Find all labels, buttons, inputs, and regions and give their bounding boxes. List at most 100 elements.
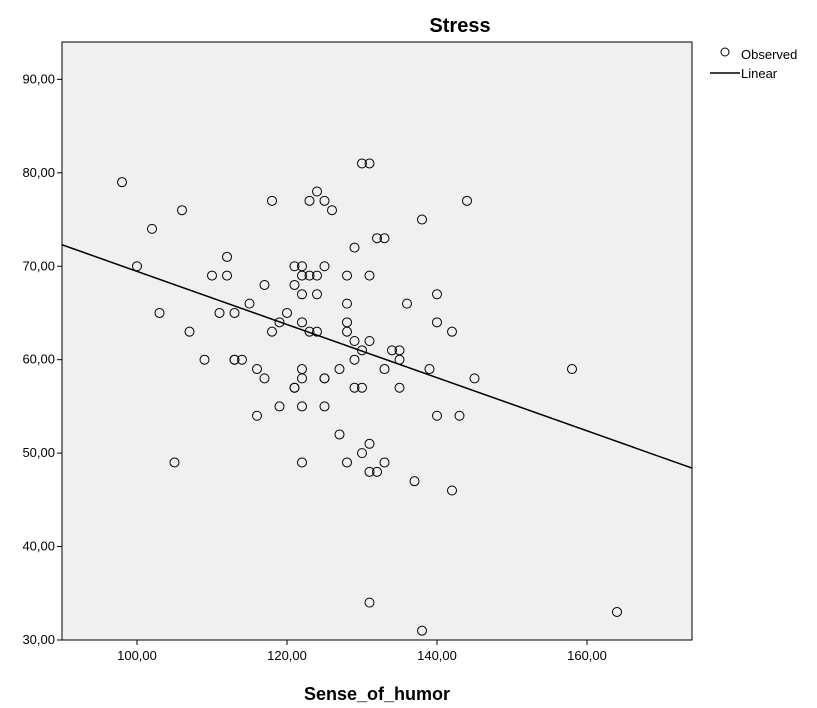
observed-point: [169, 457, 180, 468]
observed-point: [447, 485, 457, 496]
observed-point: [424, 364, 435, 375]
observed-point: [454, 410, 465, 421]
observed-point: [417, 625, 427, 636]
observed-point: [297, 401, 307, 412]
observed-point: [267, 326, 277, 337]
observed-point: [349, 354, 360, 365]
observed-point: [274, 317, 285, 328]
observed-point: [372, 233, 382, 244]
observed-point: [282, 307, 292, 318]
x-axis-title: Sense_of_humor: [304, 684, 450, 704]
linear-fit-layer: [61, 244, 693, 469]
observed-point: [319, 195, 330, 206]
observed-point: [462, 195, 472, 206]
observed-point: [342, 326, 352, 337]
observed-point: [304, 270, 315, 281]
y-tick-label: 30,00: [22, 632, 55, 647]
observed-points-layer: [117, 158, 622, 636]
y-tick-label: 70,00: [22, 258, 55, 273]
observed-point: [319, 373, 330, 384]
observed-point: [432, 410, 442, 421]
observed-point: [417, 214, 427, 225]
plot-area: [61, 41, 693, 641]
legend-observed-marker: [720, 47, 730, 57]
observed-point: [259, 373, 270, 384]
x-tick-label: 100,00: [117, 648, 157, 663]
linear-fit-line: [61, 244, 693, 469]
observed-point: [312, 186, 322, 197]
observed-point: [252, 410, 262, 421]
observed-point: [379, 233, 390, 244]
observed-point: [222, 251, 232, 262]
observed-point: [297, 373, 307, 384]
y-tick-label: 90,00: [22, 71, 55, 86]
x-tick-label: 160,00: [567, 648, 607, 663]
y-tick-label: 40,00: [22, 539, 55, 554]
observed-point: [432, 289, 442, 300]
legend: Observed Linear: [710, 47, 797, 81]
observed-point: [117, 177, 127, 188]
observed-point: [349, 336, 360, 346]
observed-point: [349, 382, 360, 393]
observed-point: [229, 307, 240, 318]
observed-point: [357, 448, 367, 459]
observed-point: [409, 476, 420, 487]
observed-point: [319, 261, 330, 272]
observed-point: [304, 195, 315, 206]
observed-point: [357, 158, 367, 169]
observed-point: [364, 336, 375, 346]
x-tick-label: 120,00: [267, 648, 307, 663]
observed-point: [349, 242, 360, 253]
legend-linear-label: Linear: [741, 66, 778, 81]
observed-point: [297, 317, 307, 328]
observed-point: [342, 270, 352, 281]
observed-point: [402, 298, 412, 309]
observed-point: [342, 298, 352, 309]
observed-point: [267, 195, 277, 206]
legend-observed-label: Observed: [741, 47, 797, 62]
observed-point: [229, 354, 240, 365]
observed-point: [364, 158, 375, 169]
observed-point: [199, 354, 210, 365]
observed-point: [567, 364, 577, 375]
observed-point: [259, 279, 270, 290]
observed-point: [237, 354, 247, 365]
observed-point: [207, 270, 217, 281]
observed-point: [244, 298, 255, 309]
observed-point: [394, 382, 405, 393]
observed-point: [214, 307, 225, 318]
observed-point: [387, 345, 397, 356]
observed-point: [312, 326, 322, 337]
observed-point: [289, 382, 300, 393]
observed-point: [289, 279, 300, 290]
observed-point: [357, 345, 367, 356]
observed-point: [132, 261, 142, 272]
y-tick-label: 80,00: [22, 165, 55, 180]
observed-point: [297, 289, 307, 300]
observed-point: [297, 457, 307, 468]
observed-point: [364, 270, 375, 281]
observed-point: [447, 326, 457, 337]
observed-point: [364, 438, 375, 449]
observed-point: [147, 223, 157, 234]
observed-point: [184, 326, 195, 337]
observed-point: [274, 401, 285, 412]
y-tick-label: 50,00: [22, 445, 55, 460]
observed-point: [222, 270, 232, 281]
observed-point: [372, 466, 382, 477]
observed-point: [334, 364, 345, 375]
observed-point: [379, 457, 390, 468]
observed-point: [364, 466, 375, 477]
chart-title: Stress: [429, 15, 490, 37]
observed-point: [327, 205, 337, 216]
observed-point: [357, 382, 367, 393]
observed-point: [342, 457, 352, 468]
observed-point: [364, 597, 375, 608]
observed-point: [154, 307, 165, 318]
y-tick-label: 60,00: [22, 352, 55, 367]
y-axis: 30,00 40,00 50,00 60,00 70,00 80,00 90,00: [22, 71, 62, 647]
x-axis: 100,00 120,00 140,00 160,00: [117, 640, 607, 663]
observed-point: [312, 289, 322, 300]
observed-point: [379, 364, 390, 375]
